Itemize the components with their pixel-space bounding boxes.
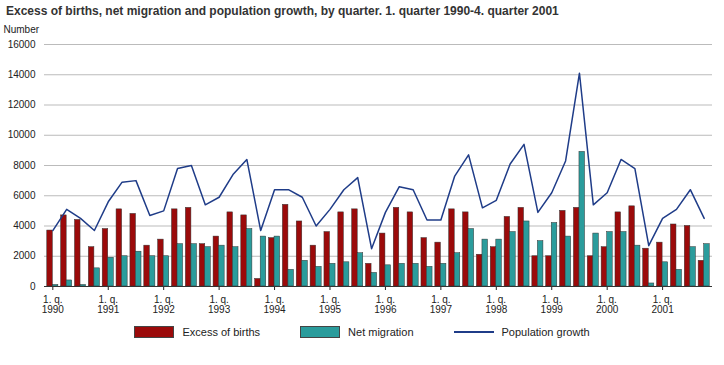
svg-text:8000: 8000 <box>13 160 36 171</box>
svg-text:1. q.1992: 1. q.1992 <box>153 294 176 315</box>
svg-text:1. q.1997: 1. q.1997 <box>430 294 453 315</box>
svg-text:1. q.2001: 1. q.2001 <box>651 294 674 315</box>
html-text:Population growth: Population growth <box>501 326 590 338</box>
html-text:Excess of births: Excess of births <box>182 326 261 338</box>
svg-text:2000: 2000 <box>13 250 36 261</box>
svg-text:1. q.1999: 1. q.1999 <box>541 294 564 315</box>
svg-text:Number: Number <box>4 24 40 35</box>
svg-text:6000: 6000 <box>13 190 36 201</box>
html-text:Net migration: Net migration <box>348 326 414 338</box>
svg-text:12000: 12000 <box>8 99 36 110</box>
svg-text:4000: 4000 <box>13 220 36 231</box>
svg-text:1. q.1998: 1. q.1998 <box>485 294 508 315</box>
svg-text:10000: 10000 <box>8 129 36 140</box>
svg-text:1. q.1996: 1. q.1996 <box>374 294 397 315</box>
svg-text:1. q.1993: 1. q.1993 <box>208 294 231 315</box>
svg-text:0: 0 <box>30 281 36 292</box>
svg-text:1. q.2000: 1. q.2000 <box>596 294 619 315</box>
svg-text:1. q.1991: 1. q.1991 <box>97 294 120 315</box>
svg-text:1. q.1995: 1. q.1995 <box>319 294 342 315</box>
svg-text:14000: 14000 <box>8 69 36 80</box>
svg-text:1. q.1990: 1. q.1990 <box>42 294 65 315</box>
html-text:Excess of births, net migratio: Excess of births, net migration and popu… <box>6 4 559 18</box>
svg-text:16000: 16000 <box>8 39 36 50</box>
svg-text:1. q.1994: 1. q.1994 <box>263 294 286 315</box>
